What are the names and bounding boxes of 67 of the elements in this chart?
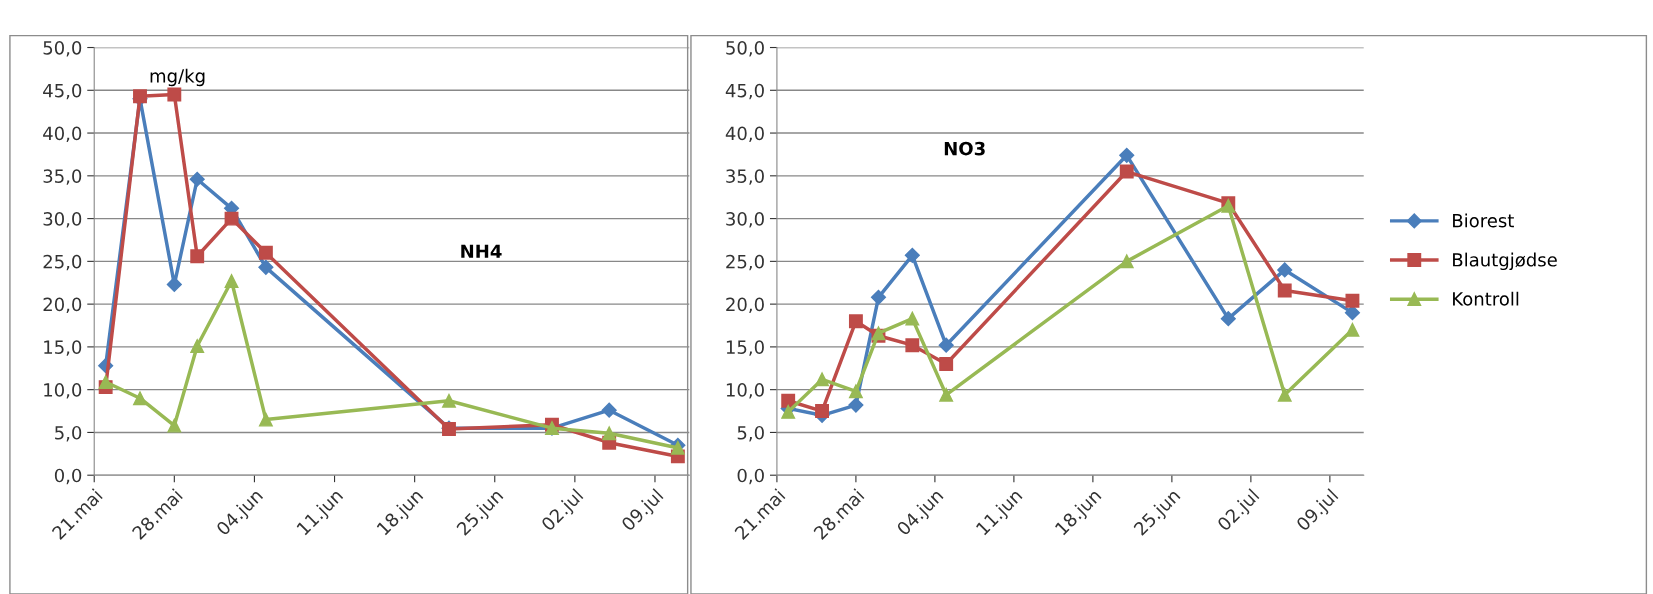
y-tick-label: 5,0 bbox=[55, 425, 82, 442]
y-tick-label: 20,0 bbox=[726, 297, 764, 314]
point bbox=[258, 259, 274, 275]
point bbox=[1344, 305, 1361, 321]
point bbox=[1220, 311, 1236, 327]
legend-label: Blautgjødse bbox=[1453, 252, 1557, 271]
point bbox=[905, 338, 920, 353]
point bbox=[1345, 293, 1360, 308]
point bbox=[1119, 254, 1134, 269]
point bbox=[905, 311, 920, 326]
text: NH4 bbox=[461, 244, 502, 258]
y-tick-label: 45,0 bbox=[43, 83, 82, 100]
y-tick-label: 35,0 bbox=[43, 169, 82, 185]
point bbox=[190, 339, 205, 353]
point bbox=[1119, 164, 1134, 179]
y-tick-label: 10,0 bbox=[726, 383, 764, 399]
point bbox=[938, 337, 954, 353]
y-tick-label: 20,0 bbox=[43, 297, 82, 314]
point bbox=[1277, 262, 1293, 278]
y-tick-label: 50,0 bbox=[43, 40, 82, 57]
y-tick-label: 5,0 bbox=[737, 425, 764, 442]
y-tick-label: 15,0 bbox=[44, 340, 82, 356]
point bbox=[939, 387, 954, 402]
point bbox=[939, 357, 954, 371]
point bbox=[1277, 387, 1292, 402]
y-tick-label: 30,0 bbox=[726, 212, 764, 228]
point bbox=[167, 418, 182, 433]
y-tick-label: 15,0 bbox=[726, 340, 764, 356]
point bbox=[133, 391, 147, 406]
point bbox=[815, 404, 829, 418]
point bbox=[442, 393, 456, 408]
y-tick-label: 30,0 bbox=[43, 212, 82, 228]
legend-label: Biorest bbox=[1453, 213, 1514, 228]
y-tick-label: 40,0 bbox=[43, 126, 82, 143]
point bbox=[167, 87, 182, 102]
y-tick-label: 0,0 bbox=[54, 468, 82, 485]
point bbox=[190, 249, 205, 264]
point bbox=[848, 397, 864, 413]
y-tick-label: 35,0 bbox=[726, 169, 764, 185]
point bbox=[224, 211, 239, 226]
point bbox=[258, 412, 273, 427]
point bbox=[98, 375, 113, 389]
point bbox=[781, 404, 796, 419]
point bbox=[1345, 322, 1360, 337]
point bbox=[224, 274, 239, 288]
text: NO3 bbox=[944, 141, 985, 156]
y-tick-label: 45,0 bbox=[725, 83, 764, 100]
y-tick-label: 25,0 bbox=[43, 254, 82, 271]
point bbox=[1119, 147, 1135, 163]
y-tick-label: 10,0 bbox=[44, 383, 82, 399]
point bbox=[904, 247, 920, 263]
point bbox=[870, 289, 887, 305]
point bbox=[258, 245, 273, 260]
y-tick-label: 0,0 bbox=[737, 468, 764, 485]
annotation: mg/kg bbox=[150, 68, 205, 87]
point bbox=[602, 426, 617, 441]
point bbox=[781, 393, 796, 408]
point bbox=[189, 171, 205, 187]
y-tick-label: 40,0 bbox=[725, 126, 764, 143]
y-tick-label: 25,0 bbox=[726, 254, 764, 271]
legend-label: Kontroll bbox=[1453, 291, 1519, 306]
point bbox=[1277, 283, 1292, 298]
point bbox=[815, 372, 829, 387]
point bbox=[601, 402, 617, 418]
point bbox=[848, 314, 863, 329]
y-tick-label: 50,0 bbox=[726, 40, 764, 57]
point bbox=[848, 384, 863, 399]
